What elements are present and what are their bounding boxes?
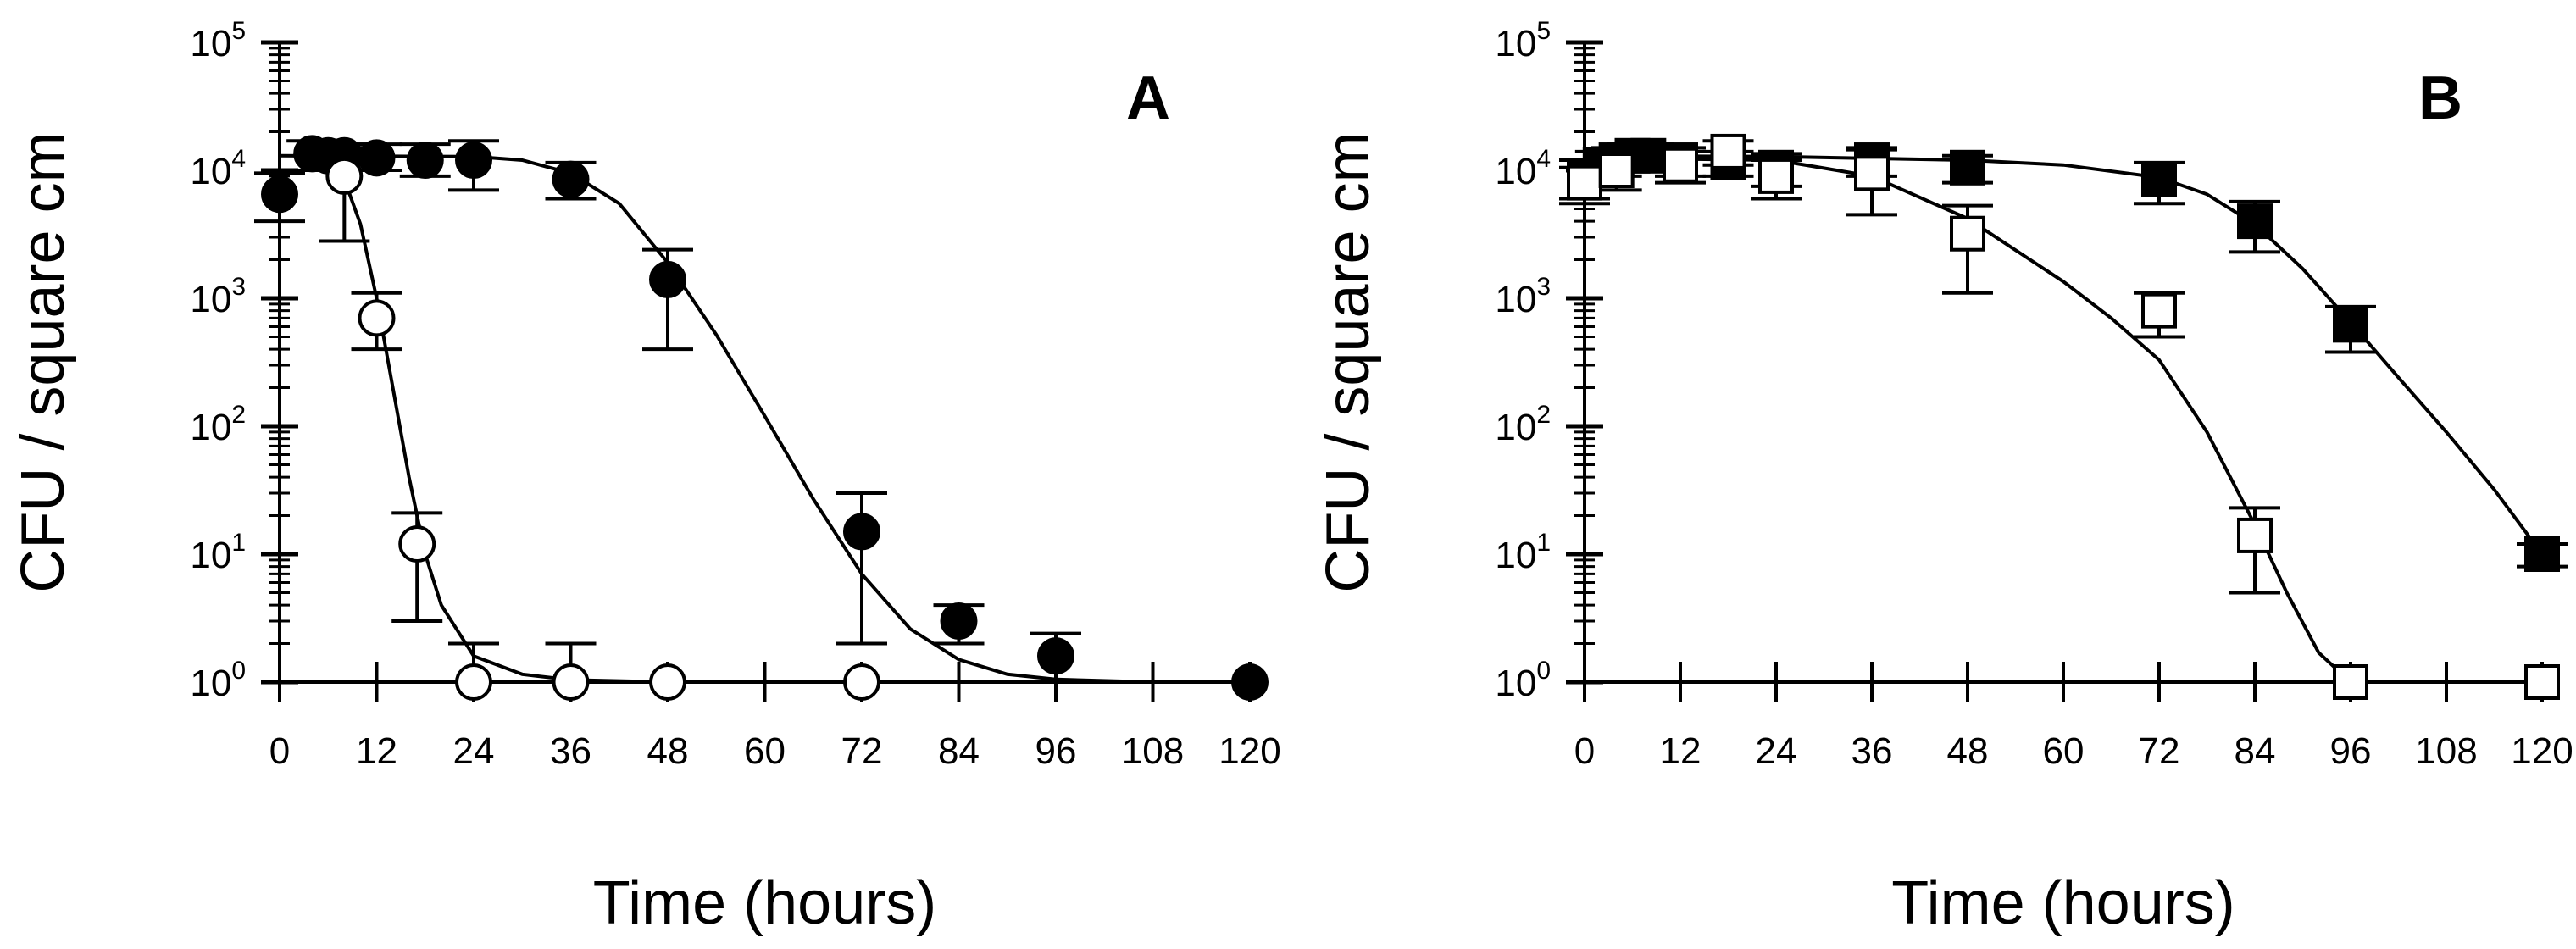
fit-curve xyxy=(1584,156,2542,684)
data-point xyxy=(455,142,492,180)
data-point xyxy=(2237,517,2273,553)
data-point xyxy=(1950,149,1985,186)
panel-a: 100 101 102 103 104 105 0 12 24 36 48 60 72 84 96 108 12… xyxy=(9,17,1281,937)
fit-curve xyxy=(319,158,862,684)
data-point xyxy=(649,663,686,701)
x-tick-label: 108 xyxy=(2415,730,2477,772)
data-point xyxy=(940,602,978,640)
x-tick-label: 0 xyxy=(269,730,290,772)
y-tick-label: 102 xyxy=(1495,401,1551,448)
panel-label: A xyxy=(1126,64,1170,132)
data-point xyxy=(1950,215,1985,252)
x-tick-label: 96 xyxy=(1035,730,1077,772)
data-point xyxy=(843,663,880,701)
data-point xyxy=(1854,155,1890,191)
data-point xyxy=(358,139,396,177)
x-tick-label: 48 xyxy=(647,730,689,772)
x-tick-label: 108 xyxy=(1122,730,1184,772)
x-tick-label: 120 xyxy=(2511,730,2573,772)
data-point xyxy=(1567,164,1602,201)
y-tick-label: 105 xyxy=(1495,17,1551,64)
y-tick-label: 101 xyxy=(1495,529,1551,576)
x-tick-label: 84 xyxy=(2235,730,2276,772)
y-tick-label: 100 xyxy=(1495,657,1551,704)
x-tick-label: 36 xyxy=(1852,730,1893,772)
data-point xyxy=(398,525,436,563)
y-axis-title: CFU / square cm xyxy=(9,131,77,592)
x-tick-label: 60 xyxy=(2043,730,2085,772)
x-tick-label: 48 xyxy=(1947,730,1989,772)
x-tick-label: 24 xyxy=(453,730,495,772)
y-tick-label: 104 xyxy=(1495,145,1551,192)
x-tick-label: 12 xyxy=(356,730,397,772)
fit-curve xyxy=(1584,153,2544,556)
x-axis-title: Time (hours) xyxy=(1891,869,2235,937)
panel-label: B xyxy=(2418,64,2462,132)
x-tick-label: 72 xyxy=(2139,730,2180,772)
data-point xyxy=(325,157,364,195)
x-tick-label: 96 xyxy=(2330,730,2372,772)
y-tick-label: 102 xyxy=(190,401,246,448)
data-point xyxy=(455,663,492,701)
x-tick-label: 0 xyxy=(1574,730,1595,772)
data-point xyxy=(406,142,444,180)
data-point xyxy=(2141,161,2177,197)
fit-curve xyxy=(279,153,1250,684)
x-tick-label: 12 xyxy=(1660,730,1702,772)
y-tick-label: 100 xyxy=(190,657,246,704)
data-point xyxy=(1663,147,1698,183)
x-tick-label: 24 xyxy=(1756,730,1797,772)
data-point xyxy=(2237,203,2273,240)
y-tick-label: 101 xyxy=(190,529,246,576)
x-tick-label: 60 xyxy=(744,730,786,772)
data-point xyxy=(1710,133,1746,169)
x-tick-label: 84 xyxy=(938,730,980,772)
data-point xyxy=(2524,664,2560,700)
y-tick-label: 104 xyxy=(190,145,246,192)
data-point xyxy=(2333,307,2368,343)
data-point xyxy=(843,513,880,551)
x-axis-title: Time (hours) xyxy=(593,869,936,937)
x-tick-label: 120 xyxy=(1219,730,1280,772)
data-point xyxy=(2141,292,2177,329)
data-point xyxy=(1758,158,1794,194)
x-tick-label: 36 xyxy=(550,730,591,772)
y-tick-label: 103 xyxy=(1495,273,1551,320)
y-tick-label: 103 xyxy=(190,273,246,320)
panel-b: 100 101 102 103 104 105 0 12 24 36 48 60 72 84 96 108 12… xyxy=(1314,17,2573,937)
x-tick-label: 72 xyxy=(841,730,883,772)
data-point xyxy=(552,160,590,198)
data-point xyxy=(2333,664,2368,700)
data-point xyxy=(1598,153,1635,188)
y-axis-title: CFU / square cm xyxy=(1314,131,1382,592)
data-point xyxy=(358,299,396,337)
y-tick-label: 105 xyxy=(190,17,246,64)
data-point xyxy=(649,260,686,298)
data-point xyxy=(552,663,590,701)
data-point xyxy=(261,175,298,214)
data-point xyxy=(2524,536,2560,572)
data-point xyxy=(1037,637,1074,675)
data-point xyxy=(1231,663,1269,701)
